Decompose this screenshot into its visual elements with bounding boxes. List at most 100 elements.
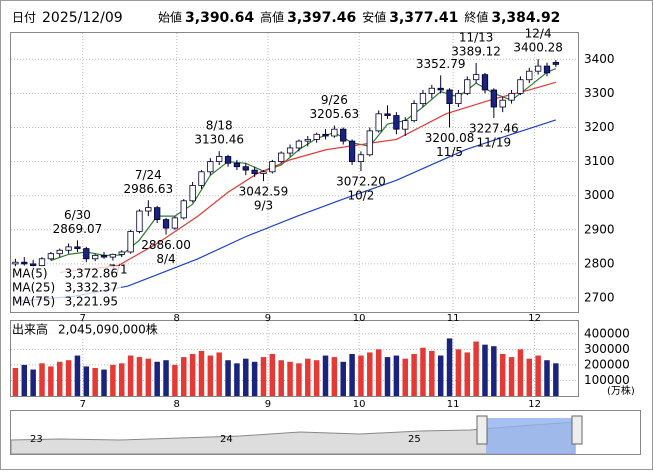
y-tick-label: 2800	[584, 256, 615, 270]
annotation-value: 3130.46	[194, 133, 244, 147]
x-tick-label: 7	[80, 399, 86, 410]
candle-body	[304, 139, 311, 142]
volume-bar	[172, 364, 178, 396]
annotation-date: 9/3	[254, 199, 273, 213]
candle-body	[508, 92, 515, 101]
candle-body	[12, 261, 19, 265]
candle-body	[393, 115, 400, 130]
candle-body	[233, 162, 241, 168]
volume-bar	[260, 357, 267, 396]
x-tick-label: 8	[173, 399, 179, 410]
y-tick-label: 3300	[584, 86, 615, 100]
annotation-value: 2886.00	[141, 238, 191, 252]
volume-bar	[473, 341, 479, 396]
volume-bar	[331, 357, 338, 396]
candle-body	[331, 128, 338, 137]
volume-tick-label: 200000	[584, 357, 630, 371]
volume-bar	[234, 363, 240, 396]
candle-body	[38, 258, 46, 267]
navigator-label: 25	[408, 434, 421, 445]
ma-line	[59, 81, 557, 274]
candle-body	[419, 92, 427, 105]
candle-body	[47, 253, 55, 260]
y-tick-label: 3000	[584, 188, 615, 202]
volume-bar	[429, 350, 435, 396]
annotation-date: 12/4	[525, 27, 552, 41]
candle-body	[83, 248, 90, 260]
quote-value: 3,377.41	[389, 10, 458, 26]
x-tick-label: 7	[80, 313, 86, 324]
annotation-date: 11/5	[436, 145, 463, 159]
volume-bar	[48, 366, 54, 396]
volume-bar	[544, 360, 550, 396]
x-tick-label: 12	[528, 313, 541, 324]
volume-bar	[101, 369, 107, 396]
candle-body	[464, 79, 471, 94]
navigator-handle-right[interactable]	[571, 415, 583, 445]
candle-body	[366, 130, 373, 156]
x-tick-label: 11	[447, 313, 460, 324]
volume-bar	[154, 361, 160, 396]
quote-label: 安値	[362, 10, 386, 25]
volume-bar	[508, 357, 515, 396]
volume-bar	[118, 363, 125, 396]
volume-bar	[517, 349, 524, 396]
candle-body	[21, 261, 28, 265]
candle-body	[543, 65, 551, 74]
volume-bar	[181, 357, 187, 396]
candle-body	[313, 133, 320, 140]
volume-bar	[375, 349, 382, 396]
candle-body	[384, 113, 391, 116]
x-tick-label: 9	[265, 399, 271, 410]
volume-bar	[296, 363, 302, 396]
volume-bar	[278, 360, 284, 396]
candle-body	[100, 254, 108, 258]
volume-bar	[251, 361, 258, 396]
volume-bar	[553, 363, 559, 396]
x-tick-label: 9	[265, 313, 271, 324]
annotation-date: 10/2	[347, 189, 374, 203]
volume-bar	[110, 364, 116, 396]
x-tick-label: 12	[528, 399, 541, 410]
annotation-value: 3042.59	[239, 185, 289, 199]
legend-name: MA(5)	[12, 267, 48, 281]
annotation-value: 3200.08	[425, 131, 475, 145]
volume-bar	[358, 355, 364, 396]
volume-bar	[225, 360, 231, 396]
volume-bar	[455, 349, 462, 396]
volume-bar	[12, 367, 19, 396]
candle-body	[30, 263, 37, 267]
annotation-date: 11/19	[477, 136, 512, 150]
volume-bar	[127, 355, 134, 396]
x-tick-label: 11	[447, 399, 460, 410]
y-tick-label: 2700	[584, 291, 615, 305]
candle-body	[322, 133, 329, 137]
volume-bar	[402, 358, 408, 396]
volume-bar	[313, 360, 320, 396]
candle-body	[109, 253, 117, 258]
candle-body	[145, 207, 152, 212]
date-label: 日付	[12, 11, 36, 25]
volume-bar	[216, 352, 222, 396]
candle-body	[180, 200, 187, 219]
volume-bar	[207, 355, 214, 396]
volume-bar	[446, 338, 453, 396]
volume-bar	[287, 361, 293, 396]
legend-box	[11, 266, 121, 311]
navigator-handle-left[interactable]	[476, 415, 488, 445]
annotation-value: 3227.46	[469, 122, 519, 136]
volume-bar	[74, 355, 81, 396]
candle-body	[552, 62, 559, 65]
volume-tick-label: 300000	[584, 342, 630, 356]
volume-tick-label: 100000	[584, 373, 630, 387]
navigator-selection[interactable]	[486, 418, 575, 454]
candle-body	[198, 171, 205, 186]
candle-body	[472, 74, 480, 81]
volume-bar	[437, 355, 444, 396]
volume-label-box	[11, 322, 156, 337]
candle-body	[455, 92, 462, 105]
candle-body	[242, 166, 249, 171]
volume-bar	[535, 355, 541, 396]
candle-body	[348, 140, 356, 162]
quote-value: 3,384.92	[491, 10, 560, 26]
